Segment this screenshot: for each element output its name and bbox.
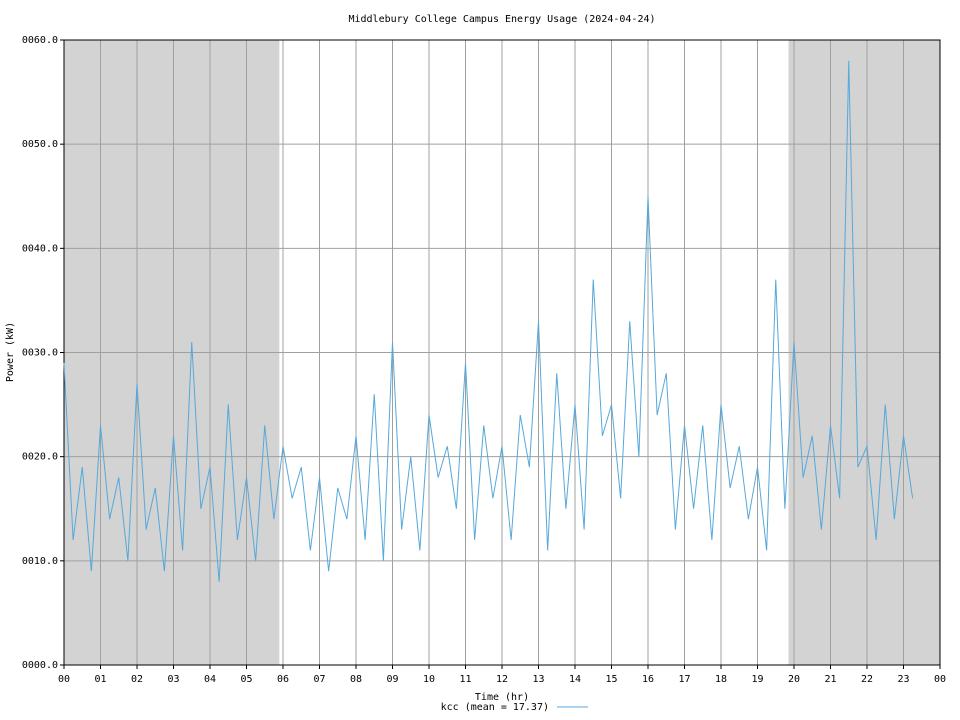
legend-label: kcc (mean = 17.37) [441,702,549,713]
x-tick-label: 13 [532,674,544,685]
y-tick-label: 0000.0 [22,660,58,671]
x-tick-label: 07 [313,674,325,685]
y-tick-label: 0050.0 [22,139,58,150]
x-tick-label: 09 [386,674,398,685]
x-tick-label: 00 [934,674,946,685]
data-line [63,60,914,582]
y-tick-label: 0020.0 [22,452,58,463]
plot-frame [63,39,941,666]
chart-title: Middlebury College Campus Energy Usage (… [348,14,655,25]
x-tick-label: 05 [240,674,252,685]
x-tick-label: 23 [897,674,909,685]
y-tick-label: 0060.0 [22,35,58,46]
x-tick-label: 02 [131,674,143,685]
x-tick-label: 21 [824,674,836,685]
x-tick-label: 16 [642,674,654,685]
y-tick-label: 0010.0 [22,556,58,567]
x-tick-label: 14 [569,674,581,685]
x-tick-label: 20 [788,674,800,685]
y-tick-label: 0030.0 [22,348,58,359]
x-tick-label: 11 [459,674,471,685]
x-tick-label: 04 [204,674,216,685]
x-tick-label: 19 [751,674,763,685]
x-tick-label: 10 [423,674,435,685]
x-tick-label: 03 [167,674,179,685]
x-tick-label: 17 [678,674,690,685]
x-tick-label: 15 [605,674,617,685]
x-tick-label: 18 [715,674,727,685]
x-tick-label: 06 [277,674,289,685]
x-tick-label: 08 [350,674,362,685]
y-tick-label: 0040.0 [22,243,58,254]
x-tick-label: 00 [58,674,70,685]
y-axis-label: Power (kW) [5,322,16,382]
x-tick-label: 12 [496,674,508,685]
x-axis-label: Time (hr) [475,692,529,703]
x-tick-label: 22 [861,674,873,685]
x-tick-label: 01 [94,674,106,685]
